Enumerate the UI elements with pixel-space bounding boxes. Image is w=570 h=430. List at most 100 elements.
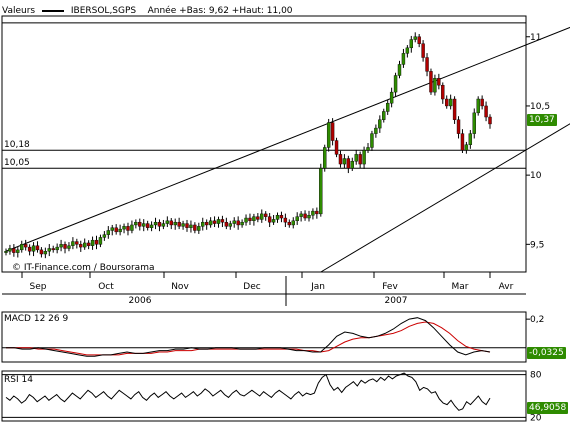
candle [405,47,410,54]
macd-title: MACD 12 26 9 [4,314,68,324]
candle [248,217,252,221]
candle [47,248,51,252]
x-month-label: Sep [30,282,47,292]
candle [240,221,244,226]
candle [389,91,394,104]
level-label: 10,18 [4,140,30,150]
y-tick-label: 11 [530,33,541,43]
x-month-label: Oct [98,282,114,292]
rsi-title: RSI 14 [4,375,33,385]
candle [323,147,327,169]
candle [193,224,197,231]
candle [157,221,162,227]
rsi-line [5,372,491,411]
candle [4,251,8,253]
candle [413,36,417,40]
x-month-label: Mar [452,282,469,292]
candle [31,245,36,252]
candle [134,221,138,226]
level-label: 10,05 [4,158,30,168]
series-name: IBERSOL,SGPS [70,6,137,16]
candle [145,223,150,228]
candle [271,219,276,223]
macd-signal-line [6,321,491,356]
credit-text: © IT-Finance.com / Boursorama [12,263,154,273]
candle [374,127,378,134]
candle [315,210,319,215]
candle [185,223,189,228]
candle [311,210,315,216]
candle [122,226,126,230]
y-tick-label: 10,5 [530,102,550,112]
candle [114,227,118,233]
candle [382,111,386,120]
candle [472,112,476,134]
candle [275,215,280,220]
candle [468,133,473,145]
candle [161,223,166,227]
candle [441,84,445,100]
candle [71,241,75,246]
header-label: Valeurs [2,6,36,16]
candle [181,223,185,227]
candle [110,227,114,231]
candle [86,242,91,246]
candle [177,221,181,227]
trend-line [5,26,570,252]
candle [401,53,406,65]
candle [126,226,130,231]
candle [138,221,142,227]
candle [283,217,288,223]
candle [358,154,362,165]
candle [79,244,83,248]
candle [35,245,40,251]
candle [452,98,457,120]
series-line-icon [41,9,64,12]
x-month-label: Avr [499,282,514,292]
candle [488,116,492,125]
candle [346,158,351,169]
candle [267,216,272,223]
candle [51,248,55,251]
candle [153,221,158,226]
candle [448,98,453,107]
candle [16,249,20,253]
candle [433,78,437,93]
candle [291,220,295,226]
candle [429,71,433,93]
candle [397,64,402,76]
candle [326,122,331,148]
candle [224,221,229,227]
candle [169,220,173,226]
rsi-value-tag: 46,9058 [527,402,569,414]
candle [476,98,480,114]
candle [244,217,248,223]
candle [212,220,217,224]
candle [208,220,213,226]
candle [189,224,193,228]
candle [342,158,347,165]
candle [287,221,292,226]
candle [39,249,44,255]
candle [106,230,111,235]
candle [393,75,398,93]
candle [362,150,366,165]
price-panel-frame [1,15,527,273]
candle [334,140,339,155]
candle [59,244,63,248]
candle [82,242,87,248]
candle [350,161,354,169]
candle [20,244,24,251]
y-tick-label: 10 [530,171,542,181]
year-range: Année +Bas: 9,62 +Haut: 11,00 [147,6,293,16]
macd-value-tag: -0,0325 [527,347,566,359]
candle [165,220,170,224]
candle [197,226,201,231]
candle [98,237,103,245]
candle [75,241,79,245]
candle [8,248,12,252]
candle [220,219,225,223]
x-month-label: Jan [310,282,325,292]
y-tick-label: 9,5 [530,240,544,250]
price-panel: 10,18 10,05 11 10,5 10 9,5 [1,15,570,273]
